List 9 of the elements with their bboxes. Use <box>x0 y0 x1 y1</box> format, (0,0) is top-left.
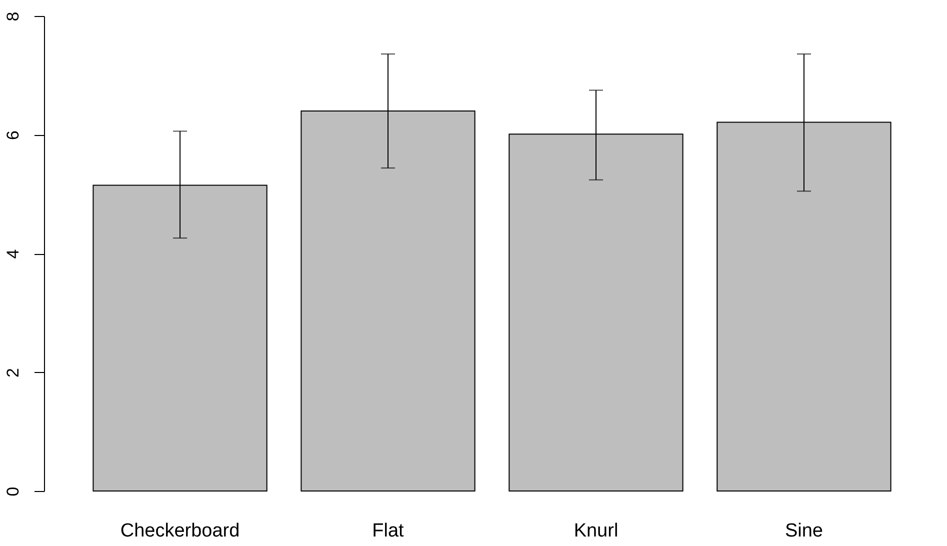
x-tick-label: Knurl <box>574 520 618 542</box>
y-tick-label: 2 <box>4 368 22 378</box>
y-tick-label: 0 <box>4 486 22 496</box>
y-tick-label: 8 <box>4 12 22 22</box>
x-tick-label: Sine <box>784 520 823 542</box>
y-tick-label: 6 <box>4 130 22 140</box>
x-tick-label: Checkerboard <box>120 520 240 542</box>
y-tick-label: 4 <box>4 249 22 259</box>
x-tick-label: Flat <box>372 520 405 542</box>
